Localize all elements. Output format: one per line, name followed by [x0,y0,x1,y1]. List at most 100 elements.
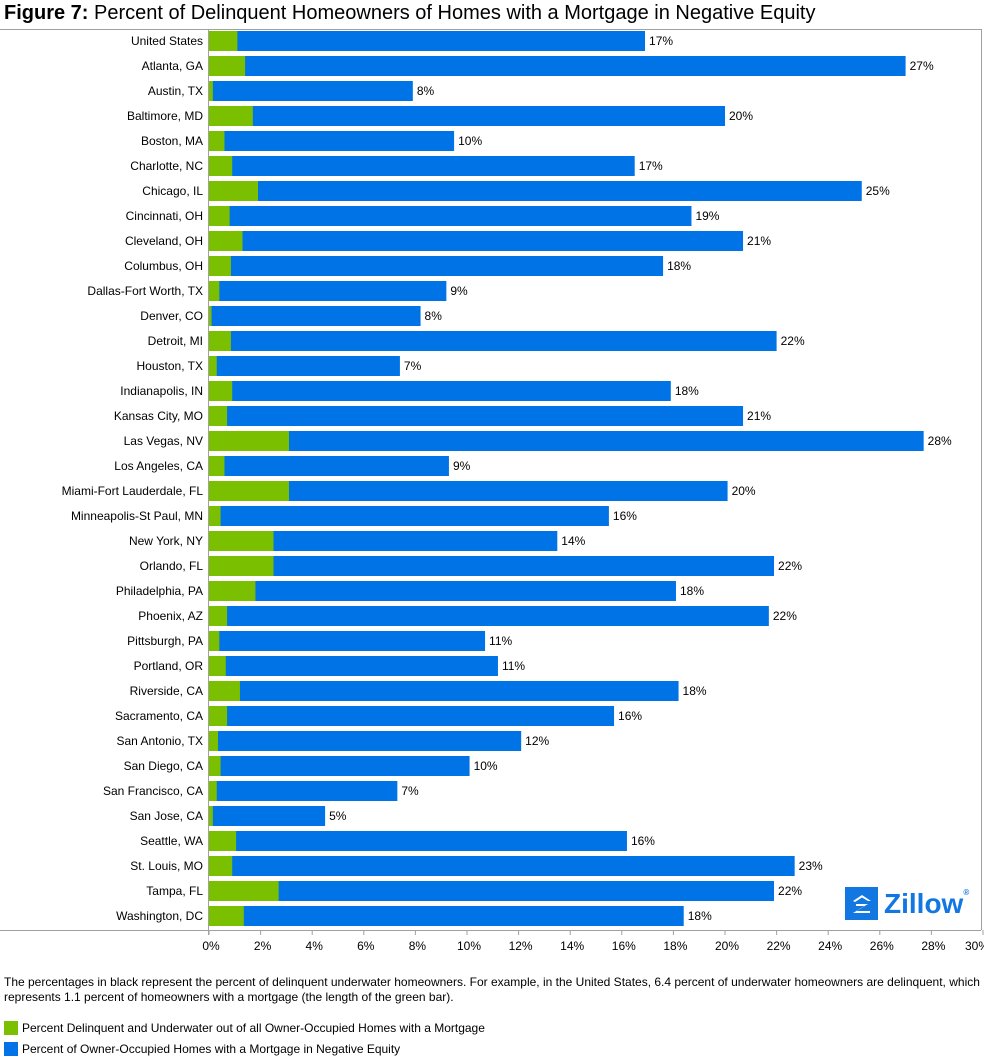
bar-negative-equity [209,306,421,326]
category-label: United States [131,34,203,48]
category-label: Miami-Fort Lauderdale, FL [62,484,204,498]
bar-negative-equity [209,881,775,901]
data-label: 8% [417,84,435,98]
data-label: 23% [799,859,823,873]
bar-delinquent [209,456,225,476]
x-tick-label: 10% [457,939,481,953]
category-label: San Jose, CA [130,809,203,823]
data-label: 18% [688,909,712,923]
category-label: Cincinnati, OH [126,209,203,223]
bar-delinquent [209,656,226,676]
data-label: 27% [910,59,934,73]
category-label: Chicago, IL [142,184,203,198]
bar-delinquent [209,531,274,551]
bar-negative-equity [209,156,635,176]
category-label: Detroit, MI [148,334,203,348]
bar-delinquent [209,131,225,151]
x-tick-label: 8% [409,939,427,953]
data-label: 25% [866,184,890,198]
category-label: San Francisco, CA [103,784,203,798]
data-label: 10% [474,759,498,773]
data-label: 16% [631,834,655,848]
bar-delinquent [209,706,228,726]
category-label: Houston, TX [137,359,203,373]
bar-delinquent [209,781,217,801]
bar-delinquent [209,581,256,601]
category-label: Dallas-Fort Worth, TX [87,284,203,298]
bar-delinquent [209,306,212,326]
bar-negative-equity [209,706,615,726]
bar-delinquent [209,556,274,576]
bar-delinquent [209,856,233,876]
bar-delinquent [209,356,217,376]
data-label: 19% [695,209,719,223]
bar-negative-equity [209,56,906,76]
bar-negative-equity [209,581,676,601]
bar-negative-equity [209,81,413,101]
bar-negative-equity [209,906,684,926]
bar-delinquent [209,81,213,101]
figure-number: Figure 7: [4,2,89,24]
category-label: Pittsburgh, PA [127,634,203,648]
category-label: Las Vegas, NV [124,434,203,448]
bar-negative-equity [209,656,498,676]
bar-delinquent [209,831,237,851]
data-label: 21% [747,409,771,423]
bar-delinquent [209,256,231,276]
category-label: Riverside, CA [130,684,203,698]
bar-negative-equity [209,681,679,701]
data-label: 11% [502,659,525,673]
category-label: Sacramento, CA [115,709,203,723]
data-label: 14% [561,534,585,548]
x-tick-label: 4% [306,939,324,953]
category-label: Tampa, FL [146,884,203,898]
bar-delinquent [209,331,231,351]
zillow-wordmark: Zillow® [884,887,970,919]
data-label: 11% [489,634,512,648]
category-label: Philadelphia, PA [116,584,203,598]
data-label: 18% [680,584,704,598]
data-label: 12% [525,734,549,748]
bar-negative-equity [209,356,400,376]
category-label: Los Angeles, CA [114,459,203,473]
bar-negative-equity [209,106,725,126]
x-tick-label: 20% [715,939,739,953]
zillow-house-icon [845,887,878,920]
bar-delinquent [209,406,228,426]
bar-delinquent [209,681,240,701]
category-label: New York, NY [129,534,203,548]
x-tick-label: 28% [921,939,945,953]
category-label: Austin, TX [148,84,203,98]
bar-negative-equity [209,806,326,826]
x-tick-label: 12% [509,939,533,953]
bar-delinquent [209,806,213,826]
bar-delinquent [209,731,219,751]
data-label: 22% [778,884,802,898]
data-label: 22% [773,609,797,623]
chart-title: Figure 7: Percent of Delinquent Homeowne… [4,2,816,25]
bar-negative-equity [209,406,744,426]
data-label: 10% [458,134,482,148]
category-label: Charlotte, NC [130,159,203,173]
x-tick-label: 2% [254,939,272,953]
category-label: Kansas City, MO [114,409,203,423]
data-label: 17% [639,159,663,173]
bar-delinquent [209,231,243,251]
bar-negative-equity [209,131,455,151]
data-label: 7% [401,784,419,798]
data-label: 7% [404,359,422,373]
category-label: Minneapolis-St Paul, MN [71,509,203,523]
footnote: The percentages in black represent the p… [4,975,980,1004]
bar-negative-equity [209,731,522,751]
category-label: Washington, DC [116,909,203,923]
data-label: 8% [425,309,443,323]
x-tick-label: 22% [767,939,791,953]
bar-negative-equity [209,481,728,501]
bar-negative-equity [209,531,558,551]
bar-negative-equity [209,856,795,876]
bar-delinquent [209,606,228,626]
bar-negative-equity [209,431,924,451]
category-label: Baltimore, MD [127,109,203,123]
category-label: Boston, MA [141,134,203,148]
bar-delinquent [209,381,233,401]
